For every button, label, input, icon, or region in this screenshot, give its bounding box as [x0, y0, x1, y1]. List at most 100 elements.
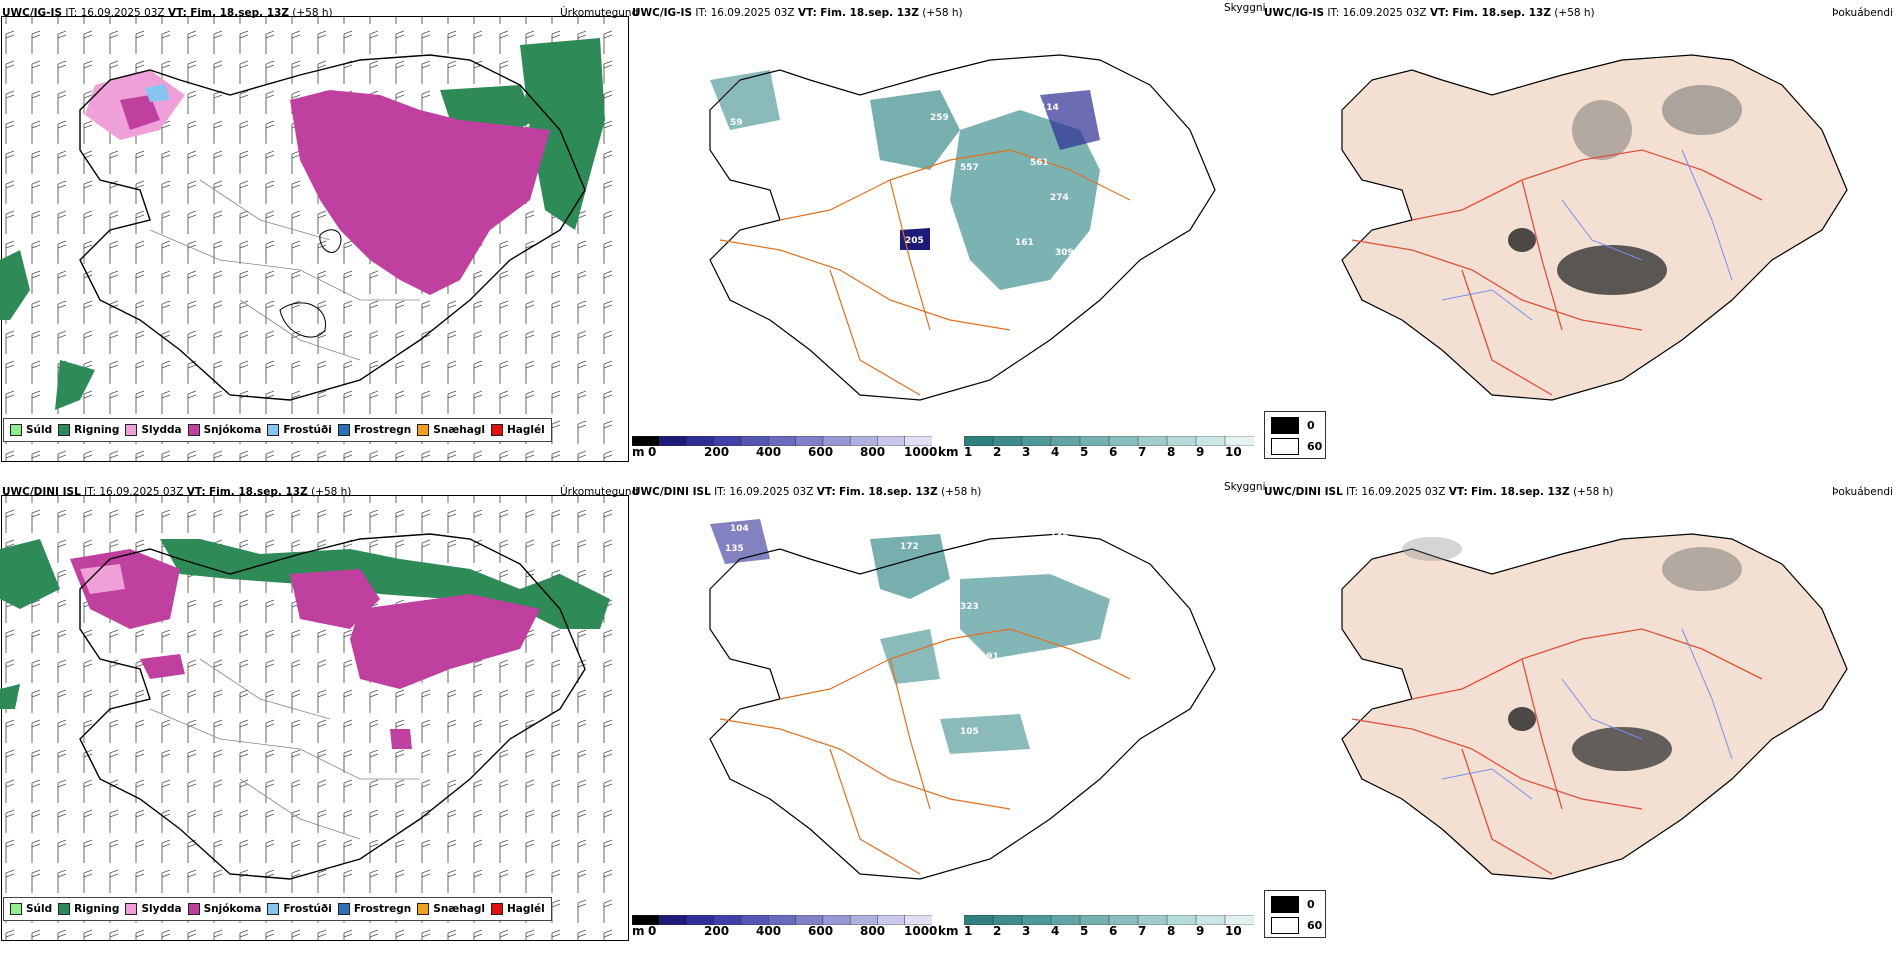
precip-type-legend: Súld Rigning Slydda Snjókoma Frostúði Fr…	[3, 897, 552, 921]
legend-item-slydda: Slydda	[125, 424, 182, 436]
legend-swatch	[490, 903, 503, 915]
legend-item-slydda: Slydda	[125, 903, 182, 915]
svg-text:332: 332	[1040, 757, 1059, 767]
svg-text:82: 82	[815, 123, 828, 133]
visibility-colorbar-swatches	[964, 915, 1254, 925]
legend-item-haglel: Haglél	[490, 424, 545, 436]
legend-item-frostudi: Frostúði	[267, 903, 332, 915]
legend-swatch	[1271, 438, 1299, 455]
svg-text:169: 169	[1085, 268, 1104, 278]
legend-swatch	[58, 903, 71, 915]
precip-map	[0, 496, 628, 940]
legend-swatch	[490, 424, 503, 436]
svg-text:259: 259	[930, 113, 949, 123]
legend-swatch	[125, 903, 138, 915]
colorbar-swatch	[904, 436, 932, 446]
visibility-labels: 104 135 105 172 146 323 191 129 105 332	[725, 524, 1069, 767]
legend-swatch	[417, 424, 430, 436]
panel-title: Þokuábendi	[1832, 7, 1893, 19]
svg-text:104: 104	[730, 524, 749, 534]
panel-header: UWC/DINI ISL IT: 16.09.2025 03Z VT: Fim.…	[1264, 486, 1614, 498]
fog-legend: 0 60	[1264, 411, 1326, 459]
visibility-map: 104 135 105 172 146 323 191 129 105 332	[709, 519, 1216, 880]
panel-header: UWC/IG-IS IT: 16.09.2025 03Z VT: Fim. 18…	[1264, 7, 1595, 19]
legend-swatch	[1271, 896, 1299, 913]
svg-text:114: 114	[1040, 103, 1059, 113]
legend-swatch	[187, 903, 200, 915]
fog-map	[1341, 533, 1848, 880]
legend-item-snaehagl: Snæhagl	[417, 903, 485, 915]
fog-indicator-panel: UWC/DINI ISL IT: 16.09.2025 03Z VT: Fim.…	[1262, 479, 1900, 954]
svg-text:323: 323	[960, 602, 979, 612]
legend-swatch	[267, 424, 280, 436]
elevation-colorbar-ticks: m 0 200 400 600 800 1000	[632, 924, 938, 938]
panel-title: Skyggni	[1224, 2, 1266, 14]
legend-swatch	[10, 903, 22, 915]
legend-swatch	[10, 424, 22, 436]
visibility-colorbar-ticks: km 1 2 3 4 5 6 7 8 9 10	[938, 924, 1242, 938]
svg-text:561: 561	[1030, 158, 1049, 168]
precip-type-legend: Súld Rigning Slydda Snjókoma Frostúði Fr…	[3, 418, 552, 442]
svg-text:274: 274	[1050, 193, 1069, 203]
legend-swatch	[125, 424, 138, 436]
visibility-panel: UWC/IG-IS IT: 16.09.2025 03Z VT: Fim. 18…	[630, 0, 1266, 475]
legend-swatch	[267, 903, 280, 915]
visibility-labels: 70 59 82 259 114 561 557 274 161 309 169…	[730, 88, 1104, 278]
svg-text:172: 172	[900, 542, 919, 552]
legend-item-frostregn: Frostregn	[337, 424, 411, 436]
elevation-colorbar-ticks: m 0 200 400 600 800 1000	[632, 445, 938, 459]
legend-item-sudl: Súld	[10, 424, 52, 436]
map-frame	[1, 495, 629, 941]
svg-text:191: 191	[980, 652, 999, 662]
legend-item-snjokoma: Snjókoma	[187, 903, 261, 915]
legend-item-rigning: Rigning	[58, 424, 119, 436]
map-frame	[1, 16, 629, 462]
precip-map	[0, 17, 628, 461]
legend-swatch	[1271, 917, 1299, 934]
legend-item-frostregn: Frostregn	[337, 903, 411, 915]
legend-item-sudl: Súld	[10, 903, 52, 915]
visibility-colorbar-ticks: km 1 2 3 4 5 6 7 8 9 10	[938, 445, 1242, 459]
fog-indicator-panel: UWC/IG-IS IT: 16.09.2025 03Z VT: Fim. 18…	[1262, 0, 1900, 475]
panel-title: Þokuábendi	[1832, 486, 1893, 498]
elevation-colorbar-swatches	[632, 915, 932, 925]
visibility-map: 70 59 82 259 114 561 557 274 161 309 169…	[709, 54, 1216, 401]
model-row-dini: UWC/DINI ISL IT: 16.09.2025 03Z VT: Fim.…	[0, 479, 1900, 954]
fog-map	[1341, 54, 1848, 401]
elevation-colorbar: m 0 200 400 600 800 1000	[632, 436, 937, 459]
colorbar-swatch	[1224, 436, 1254, 446]
visibility-panel: UWC/DINI ISL IT: 16.09.2025 03Z VT: Fim.…	[630, 479, 1266, 954]
precip-type-panel: UWC/DINI ISL IT: 16.09.2025 03Z VT: Fim.…	[0, 479, 638, 954]
legend-swatch	[1271, 417, 1299, 434]
legend-item-haglel: Haglél	[490, 903, 545, 915]
model-row-igis: UWC/IG-IS IT: 16.09.2025 03Z VT: Fim. 18…	[0, 0, 1900, 475]
visibility-colorbar: km 1 2 3 4 5 6 7 8 9 10	[938, 915, 1254, 938]
legend-item-frostudi: Frostúði	[267, 424, 332, 436]
legend-swatch	[58, 424, 71, 436]
colorbar-swatch	[1224, 915, 1254, 925]
svg-text:146: 146	[1050, 532, 1069, 542]
svg-text:309: 309	[1055, 248, 1074, 258]
precip-type-panel: UWC/IG-IS IT: 16.09.2025 03Z VT: Fim. 18…	[0, 0, 638, 475]
svg-text:161: 161	[1015, 238, 1034, 248]
svg-text:70: 70	[780, 88, 793, 98]
fog-legend-item: 0	[1271, 896, 1315, 913]
legend-swatch	[337, 903, 350, 915]
svg-text:105: 105	[960, 727, 979, 737]
visibility-colorbar-swatches	[964, 436, 1254, 446]
svg-text:135: 135	[725, 544, 744, 554]
fog-legend-item: 60	[1271, 917, 1322, 934]
svg-text:129: 129	[920, 682, 939, 692]
legend-item-snjokoma: Snjókoma	[187, 424, 261, 436]
svg-text:59: 59	[730, 118, 743, 128]
panel-header: UWC/DINI ISL IT: 16.09.2025 03Z VT: Fim.…	[632, 486, 982, 498]
svg-text:205: 205	[905, 236, 924, 246]
fog-legend-item: 60	[1271, 438, 1322, 455]
visibility-colorbar: km 1 2 3 4 5 6 7 8 9 10	[938, 436, 1254, 459]
fog-legend: 0 60	[1264, 890, 1326, 938]
legend-item-snaehagl: Snæhagl	[417, 424, 485, 436]
legend-swatch	[187, 424, 200, 436]
svg-text:557: 557	[960, 163, 979, 173]
panel-header: UWC/IG-IS IT: 16.09.2025 03Z VT: Fim. 18…	[632, 7, 963, 19]
legend-item-rigning: Rigning	[58, 903, 119, 915]
